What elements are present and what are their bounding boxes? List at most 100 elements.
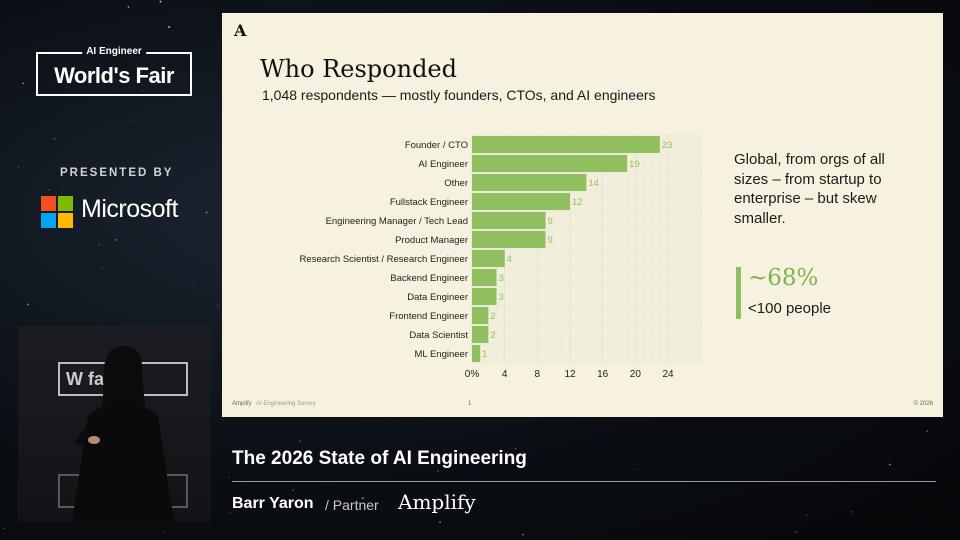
category-label: Founder / CTO [405,140,468,151]
stat-percentage: ~68% [748,265,819,291]
star [2,527,5,530]
slide-copyright: © 2026 [913,401,933,407]
star [230,511,232,513]
data-label: 2 [490,330,495,341]
star [420,452,422,454]
category-label: Backend Engineer [390,273,468,284]
star [926,430,929,433]
lower-third-divider [232,481,936,482]
star [78,77,79,79]
star [142,89,143,91]
star [675,7,677,9]
star [888,463,891,466]
slide-title: Who Responded [260,55,457,83]
category-label: Product Manager [395,235,468,246]
star [27,303,30,306]
star [0,262,1,264]
category-label: Fullstack Engineer [390,197,468,208]
company-name: Amplify [398,490,476,514]
data-label: 12 [572,197,583,208]
bar [472,193,570,210]
slide-subtitle: 1,048 respondents — mostly founders, CTO… [262,87,656,103]
star [129,120,132,122]
star [928,482,930,483]
star [114,238,117,241]
microsoft-logo-icon [41,196,73,228]
slide-footer-brand: Amplify [232,401,252,407]
star [163,531,165,533]
star [102,267,104,269]
bar [472,174,587,191]
star [12,132,14,133]
data-label: 4 [507,254,512,265]
star [506,509,508,510]
star [127,6,130,8]
x-tick-label: 12 [564,369,576,380]
bar [472,136,660,153]
category-label: Data Scientist [409,330,468,341]
star [48,189,50,191]
category-label: Other [444,178,468,189]
bar [472,155,628,172]
star [514,447,517,450]
bar [472,212,546,229]
speaker-video: W fair [18,326,211,522]
speaker-name: Barr Yaron [232,495,314,512]
speaker-role: / Partner [325,497,379,513]
data-label: 1 [482,349,487,360]
data-label: 19 [629,159,640,170]
star [806,514,808,516]
star [161,19,163,21]
data-label: 3 [499,273,504,284]
star [437,470,439,472]
star [292,489,294,491]
bar [472,345,481,362]
event-logo: AI Engineer World's Fair [36,46,192,96]
data-label: 2 [490,311,495,322]
category-label: Data Engineer [407,292,468,303]
event-logo-title: World's Fair [54,63,174,88]
data-label: 9 [548,235,553,246]
x-tick-label: 8 [535,369,541,380]
star [53,138,56,140]
data-label: 3 [499,292,504,303]
event-logo-small: AI Engineer [82,46,146,57]
stat-accent-bar [736,267,741,319]
bar [472,231,546,248]
category-label: Frontend Engineer [389,311,468,322]
star [522,533,525,536]
bar [472,269,497,286]
x-tick-label: 24 [662,369,674,380]
data-label: 23 [662,140,673,151]
presentation-slide: A Who Responded 1,048 respondents — most… [222,13,943,417]
presented-by-label: PRESENTED BY [60,167,174,179]
bar [472,250,505,267]
star [191,284,193,286]
bar [472,288,497,305]
star [17,166,20,169]
category-label: Engineering Manager / Tech Lead [326,216,468,227]
slide-footer-note: AI Engineering Survey [256,401,316,407]
star [67,86,68,88]
bar [472,307,489,324]
x-tick-label: 20 [630,369,642,380]
star [216,304,219,307]
speaker-figure [72,345,174,522]
talk-title: The 2026 State of AI Engineering [232,448,527,469]
star [911,0,913,2]
bar [472,326,489,343]
star [431,465,433,468]
star [633,469,635,471]
x-tick-label: 4 [502,369,508,380]
star [850,511,852,513]
star [205,211,208,214]
data-label: 9 [548,216,553,227]
slide-page-number: 1 [468,401,472,407]
side-note: Global, from orgs of all sizes – from st… [734,151,885,227]
respondent-role-bar-chart: Founder / CTO 23 AI Engineer 19 Other 14 Fulls… [262,123,712,398]
amplify-logo-icon: A [234,21,247,40]
x-tick-label: 16 [597,369,609,380]
category-label: AI Engineer [418,159,468,170]
star [439,521,442,524]
